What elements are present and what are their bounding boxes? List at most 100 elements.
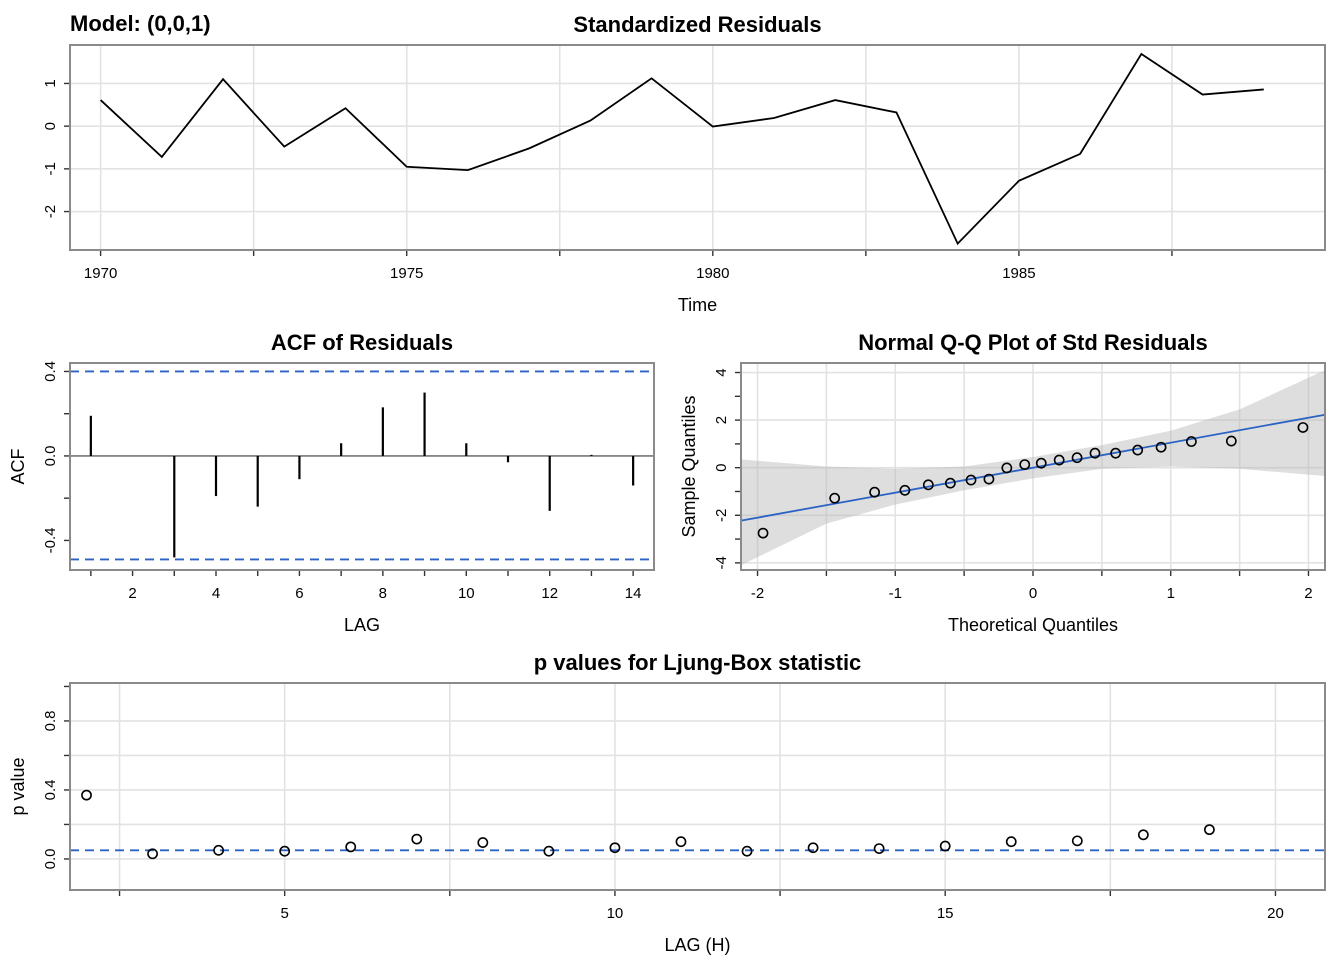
y-tick-label: 0 <box>713 464 730 472</box>
ljung-box-point <box>1204 824 1215 836</box>
x-tick-label: 10 <box>458 585 475 602</box>
panel-1-title: ACF of Residuals <box>271 330 453 355</box>
x-tick-label: 4 <box>212 585 220 602</box>
x-tick-label: 10 <box>607 905 624 922</box>
x-tick-label: 1980 <box>696 265 729 282</box>
y-tick-label: 2 <box>713 416 730 424</box>
ljung-box-point <box>81 789 92 801</box>
x-tick-label: 5 <box>280 905 288 922</box>
x-tick-label: 6 <box>295 585 303 602</box>
x-tick-label: 1 <box>1167 585 1175 602</box>
ljung-box-point <box>477 837 489 848</box>
qq-reference-line <box>740 413 1326 522</box>
ljung-box-point <box>939 840 951 852</box>
ljung-box-point <box>411 833 423 845</box>
y-tick-label: 0.4 <box>42 361 59 382</box>
qq-point <box>1035 457 1047 469</box>
x-tick-label: 15 <box>937 905 954 922</box>
y-tick-label: 4 <box>713 368 730 376</box>
panel-1-y-ticks: -0.4 0.0 0.4 <box>42 361 70 553</box>
y-tick-label: 1 <box>42 79 59 87</box>
qq-point <box>1297 422 1309 433</box>
y-tick-label: -2 <box>713 509 730 522</box>
ljung-box-point <box>279 845 291 857</box>
x-tick-label: 0 <box>1029 585 1037 602</box>
qq-point <box>1110 447 1122 459</box>
panel-2-xlabel: Theoretical Quantiles <box>948 615 1118 635</box>
panel-2-frame <box>740 362 1326 571</box>
ljung-box-point <box>609 842 621 854</box>
residual-series-line <box>99 52 1264 246</box>
x-tick-label: 1975 <box>390 265 423 282</box>
y-tick-label: 0.4 <box>42 780 59 801</box>
x-tick-label: 1985 <box>1002 265 1035 282</box>
y-tick-label: -0.4 <box>42 527 59 553</box>
qq-point <box>1089 447 1101 459</box>
ljung-box-point <box>1071 835 1083 847</box>
y-tick-label: 0 <box>42 122 59 130</box>
ljung-box-point <box>873 843 885 854</box>
qq-point <box>965 474 977 486</box>
x-tick-label: 12 <box>541 585 558 602</box>
y-tick-label: -2 <box>42 205 59 218</box>
qq-point <box>757 527 769 539</box>
qq-point <box>1053 454 1065 466</box>
panel-0-frame <box>69 44 1326 251</box>
qq-point <box>1001 462 1013 474</box>
ljung-box-point <box>1005 836 1017 848</box>
x-tick-label: 20 <box>1267 905 1284 922</box>
y-tick-label: 0.0 <box>42 849 59 870</box>
panel-3-y-ticks: 0.0 0.4 0.8 <box>42 685 70 870</box>
qq-point <box>899 484 911 496</box>
ljung-box-point <box>147 848 158 860</box>
panel-0-y-ticks: -2 -1 0 1 <box>42 79 70 218</box>
qq-point <box>1225 435 1237 447</box>
y-tick-label: -1 <box>42 162 59 175</box>
panel-0-xlabel: Time <box>678 295 717 315</box>
x-tick-label: 2 <box>1304 585 1312 602</box>
qq-point <box>869 486 881 498</box>
ljung-box-point <box>213 844 225 856</box>
x-tick-label: -1 <box>889 585 902 602</box>
panel-3-ylabel: p value <box>8 757 28 815</box>
qq-point <box>829 492 841 504</box>
qq-point <box>983 473 995 485</box>
panel-3-xlabel: LAG (H) <box>664 935 730 955</box>
panel-2-x-ticks: -2 -1 0 1 2 <box>751 570 1313 602</box>
panel-2-ylabel: Sample Quantiles <box>679 395 699 537</box>
panel-1-x-ticks: 2 4 6 8 10 12 14 <box>90 570 642 602</box>
panel-2-title: Normal Q-Q Plot of Std Residuals <box>858 330 1208 355</box>
panel-2-y-ticks: -4 -2 0 2 4 <box>713 368 741 570</box>
panel-0-title: Standardized Residuals <box>573 12 821 37</box>
x-tick-label: 8 <box>379 585 387 602</box>
qq-point <box>944 477 956 489</box>
x-tick-label: -2 <box>751 585 764 602</box>
panel-2: Normal Q-Q Plot of Std Residuals Theoreti… <box>679 330 1326 635</box>
x-tick-label: 14 <box>625 585 642 602</box>
y-tick-label: 0.8 <box>42 711 59 732</box>
ljung-box-point <box>543 845 555 857</box>
ljung-box-point <box>675 836 687 848</box>
panel-3: p values for Ljung-Box statistic LAG (H) p… <box>8 650 1326 955</box>
ljung-box-point <box>1137 829 1149 841</box>
panel-0-grid <box>70 45 1325 250</box>
ljung-box-point <box>345 841 357 853</box>
qq-point <box>922 479 934 491</box>
panel-0-x-ticks: 1970 1975 1980 1985 <box>84 250 1173 282</box>
panel-2-grid <box>741 363 1325 570</box>
y-tick-label: -4 <box>713 556 730 569</box>
panel-1-ylabel: ACF <box>8 448 28 484</box>
y-tick-label: 0.0 <box>42 446 59 467</box>
x-tick-label: 2 <box>128 585 136 602</box>
panel-1-xlabel: LAG <box>344 615 380 635</box>
qq-point <box>1071 452 1083 464</box>
qq-point <box>1019 459 1031 470</box>
x-tick-label: 1970 <box>84 265 117 282</box>
panel-1: ACF of Residuals LAG ACF 2 4 6 8 10 12 14 -0.4 0.0 0… <box>8 330 655 635</box>
qq-point <box>1185 436 1197 447</box>
panel-3-x-ticks: 5 10 15 20 <box>118 890 1284 922</box>
ljung-box-point <box>807 842 819 854</box>
